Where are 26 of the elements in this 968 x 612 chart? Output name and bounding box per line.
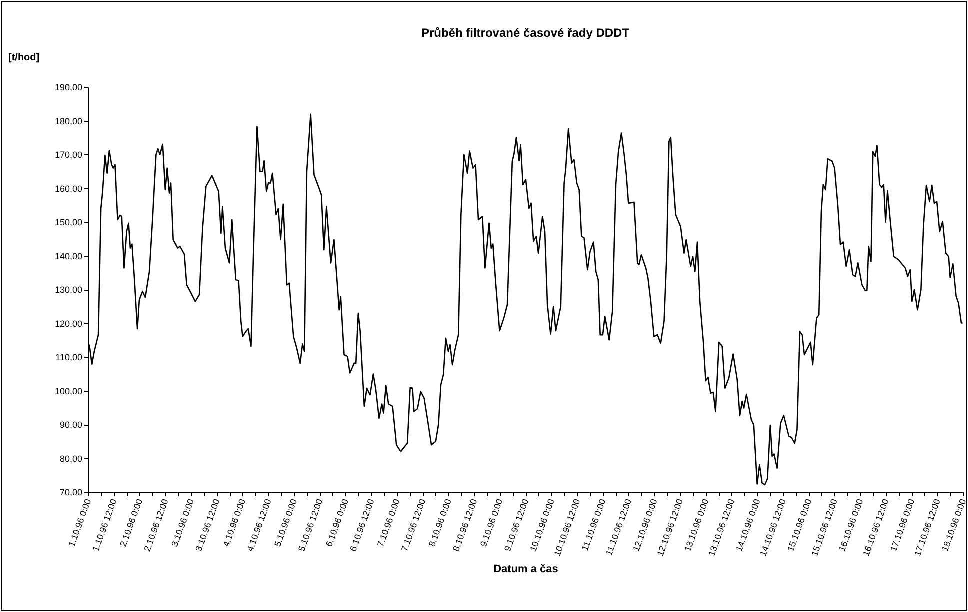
y-tick-label: 70,00: [60, 488, 82, 498]
y-tick-label: 100,00: [54, 386, 82, 396]
x-tick-label: 9.10.96 12:00: [502, 498, 531, 553]
y-tick-label: 140,00: [54, 251, 82, 262]
y-tick-label: 180,00: [54, 116, 82, 126]
x-axis-title: Datum a čas: [494, 564, 558, 576]
x-tick-label: 2.10.96 0:00: [118, 498, 145, 548]
y-tick-label: 190,00: [54, 82, 82, 92]
chart-title: Průběh filtrované časové řady DDDT: [421, 26, 630, 40]
y-tick-label: 80,00: [60, 454, 82, 464]
x-tick-label: 6.10.96 12:00: [348, 498, 376, 553]
x-tick-label: 2.10.96 12:00: [142, 498, 170, 553]
y-tick-label: 160,00: [54, 184, 82, 194]
y-tick-label: 170,00: [54, 150, 82, 160]
x-tick-label: 3.10.96 0:00: [170, 498, 196, 548]
y-tick-label: 120,00: [54, 318, 82, 329]
x-tick-label: 1.10.96 0:00: [66, 498, 94, 548]
x-tick-label: 3.10.96 12:00: [194, 498, 222, 553]
y-tick-label: 130,00: [54, 285, 82, 295]
x-tick-label: 1.10.96 12:00: [90, 498, 119, 553]
x-tick-label: 4.10.96 0:00: [221, 498, 248, 548]
y-tick-label: 110,00: [56, 352, 82, 362]
x-tick-label: 4.10.96 12:00: [245, 498, 274, 553]
y-tick-label: 90,00: [60, 420, 82, 430]
y-axis-title: [t/hod]: [8, 52, 40, 64]
y-tick-label: 150,00: [54, 218, 82, 228]
